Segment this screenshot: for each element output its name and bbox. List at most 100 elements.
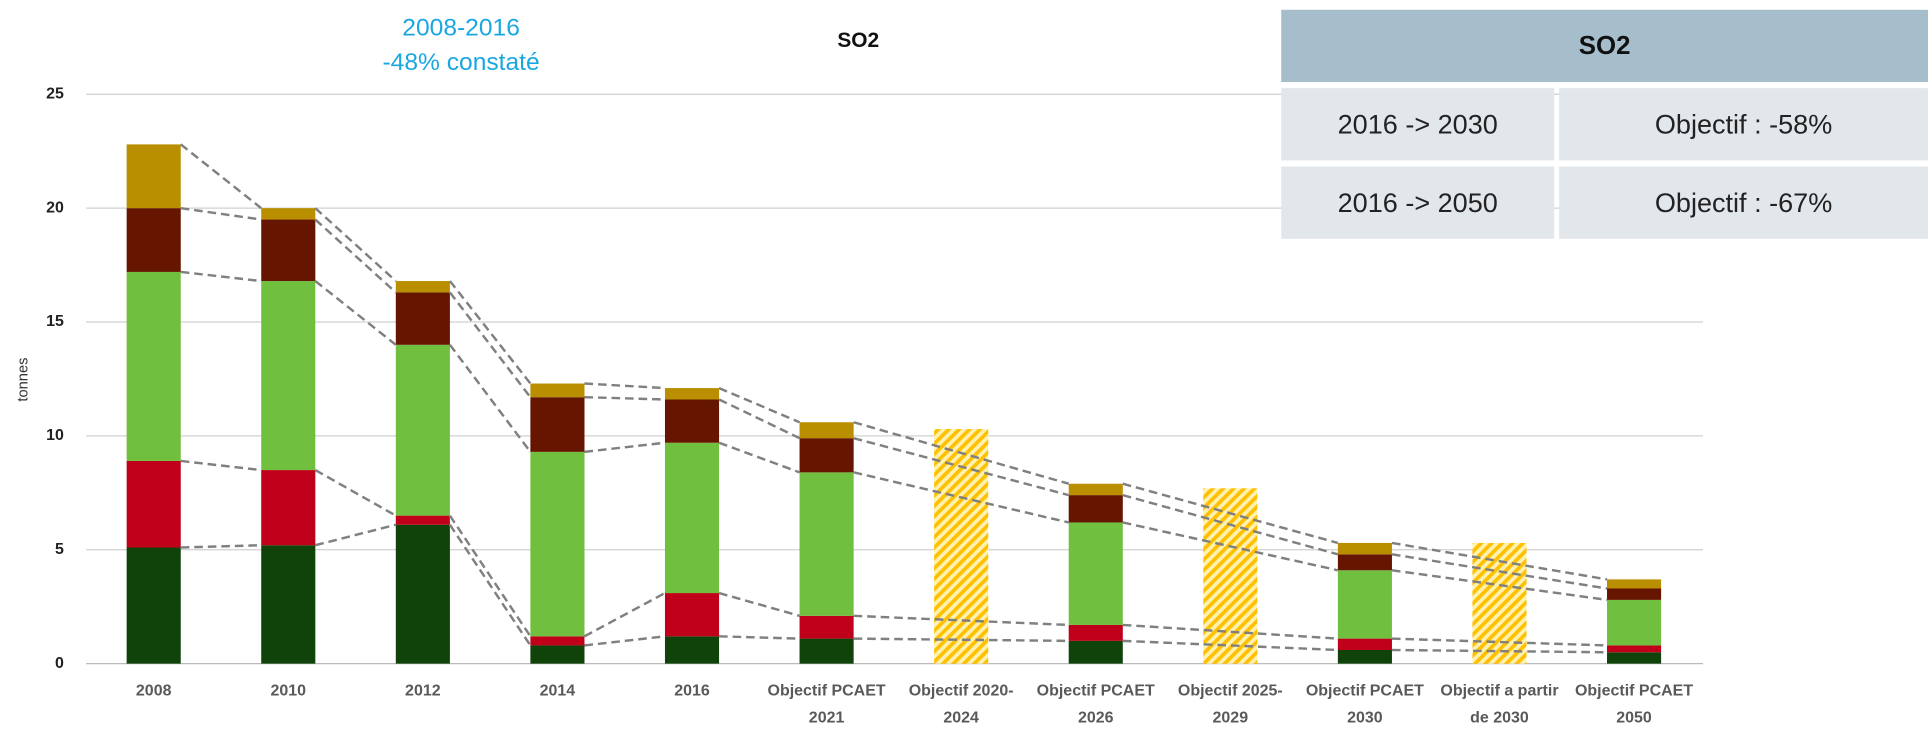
x-tick-label: 2008 — [135, 680, 172, 700]
connector — [1122, 521, 1339, 572]
bar-segment — [126, 547, 181, 664]
x-tick-label: Objectif PCAET 2026 — [1036, 680, 1155, 727]
bar-segment — [261, 545, 316, 664]
connector — [314, 207, 397, 282]
bar-segment — [1607, 588, 1662, 600]
x-tick-label: Objectif PCAET 2021 — [767, 680, 886, 727]
connector — [314, 218, 397, 294]
bar-segment — [261, 470, 316, 546]
bar-segment — [664, 636, 720, 664]
connector — [718, 441, 800, 474]
connector — [448, 514, 532, 638]
bar-segment — [530, 645, 585, 664]
bar-segment — [126, 271, 181, 461]
connector — [718, 591, 800, 618]
connector — [853, 471, 1069, 524]
bar-segment — [1337, 554, 1392, 571]
bar-segment — [1068, 522, 1123, 625]
y-tick-label: 15 — [46, 313, 64, 330]
x-tick-label: Objectif a partir de 2030 — [1440, 680, 1559, 727]
table-header: SO2 — [1281, 9, 1928, 83]
x-tick-label: Objectif 2025-2029 — [1177, 680, 1283, 727]
bar-segment — [799, 638, 854, 664]
y-tick-label: 0 — [55, 655, 64, 672]
bar-segment — [799, 615, 854, 639]
connector — [1391, 637, 1608, 647]
bar-segment — [799, 472, 854, 616]
bar-segment — [1068, 495, 1123, 523]
bar-segment — [261, 281, 316, 471]
bar-segment — [530, 636, 585, 646]
connector — [180, 544, 262, 549]
bar-segment — [1607, 645, 1662, 653]
connector — [1122, 639, 1338, 652]
connector — [1391, 541, 1608, 581]
connector — [1122, 493, 1339, 556]
connector — [448, 344, 532, 453]
table-cell: 2016 -> 2050 — [1281, 166, 1555, 239]
bar-segment — [664, 399, 720, 443]
x-tick-label: 2010 — [270, 680, 307, 700]
connector — [180, 206, 262, 221]
bar-segment — [395, 524, 450, 664]
connector — [584, 635, 666, 647]
bar-segment — [1068, 483, 1123, 496]
connector — [314, 469, 397, 517]
bar-segment — [1068, 640, 1123, 664]
connector — [584, 395, 665, 401]
x-tick-label: Objectif 2020-2024 — [908, 680, 1014, 727]
bar-segment — [1337, 649, 1392, 664]
connector — [1391, 648, 1608, 654]
x-tick-label: 2012 — [405, 680, 441, 700]
hatched-bar — [934, 429, 989, 664]
bar-segment — [1607, 652, 1662, 664]
connector — [719, 635, 800, 640]
table-cell: 2016 -> 2030 — [1281, 88, 1555, 161]
bar-segment — [530, 451, 585, 637]
table: SO2 2016 -> 2030 Objectif : -58% 2016 ->… — [1281, 9, 1928, 239]
bar-segment — [395, 292, 450, 345]
table-cell: Objectif : -58% — [1559, 88, 1928, 161]
connector — [584, 441, 666, 454]
bar-segment — [395, 344, 450, 516]
chart-title: SO2 — [837, 29, 879, 52]
bar-segment — [1607, 599, 1662, 646]
connector — [448, 524, 532, 647]
y-tick-label: 5 — [55, 541, 64, 558]
bar-segment — [799, 422, 854, 439]
bar-segment — [126, 144, 181, 209]
bar-segment — [1337, 570, 1392, 639]
connector — [853, 637, 1069, 643]
connector — [583, 591, 666, 638]
bar-segment — [261, 208, 316, 220]
bar-segment — [1337, 638, 1392, 650]
bar-segment — [1337, 542, 1392, 555]
table-row: 2016 -> 2050 Objectif : -67% — [1281, 166, 1928, 239]
connector — [448, 291, 532, 398]
connector — [718, 398, 801, 440]
y-tick-label: 25 — [46, 86, 64, 103]
x-tick-label: 2014 — [539, 680, 576, 700]
bar-segment — [799, 438, 854, 473]
y-tick-label: 20 — [46, 199, 64, 216]
bar-segment — [395, 515, 450, 525]
connector — [1391, 569, 1608, 602]
connector — [1122, 623, 1338, 640]
connector — [179, 143, 262, 210]
connector — [1122, 482, 1339, 545]
connector — [180, 270, 262, 283]
table-row: 2016 -> 2030 Objectif : -58% — [1281, 88, 1928, 161]
bar-segment — [261, 219, 316, 282]
connector — [314, 280, 397, 346]
x-tick-label: Objectif PCAET 2030 — [1305, 680, 1424, 727]
connector — [584, 382, 666, 390]
bar-segment — [395, 281, 450, 293]
connector — [853, 421, 1070, 485]
y-tick-label: 10 — [46, 427, 64, 444]
connector — [315, 523, 397, 547]
connector — [853, 614, 1069, 627]
connector — [718, 386, 801, 424]
bar-segment — [664, 388, 720, 400]
